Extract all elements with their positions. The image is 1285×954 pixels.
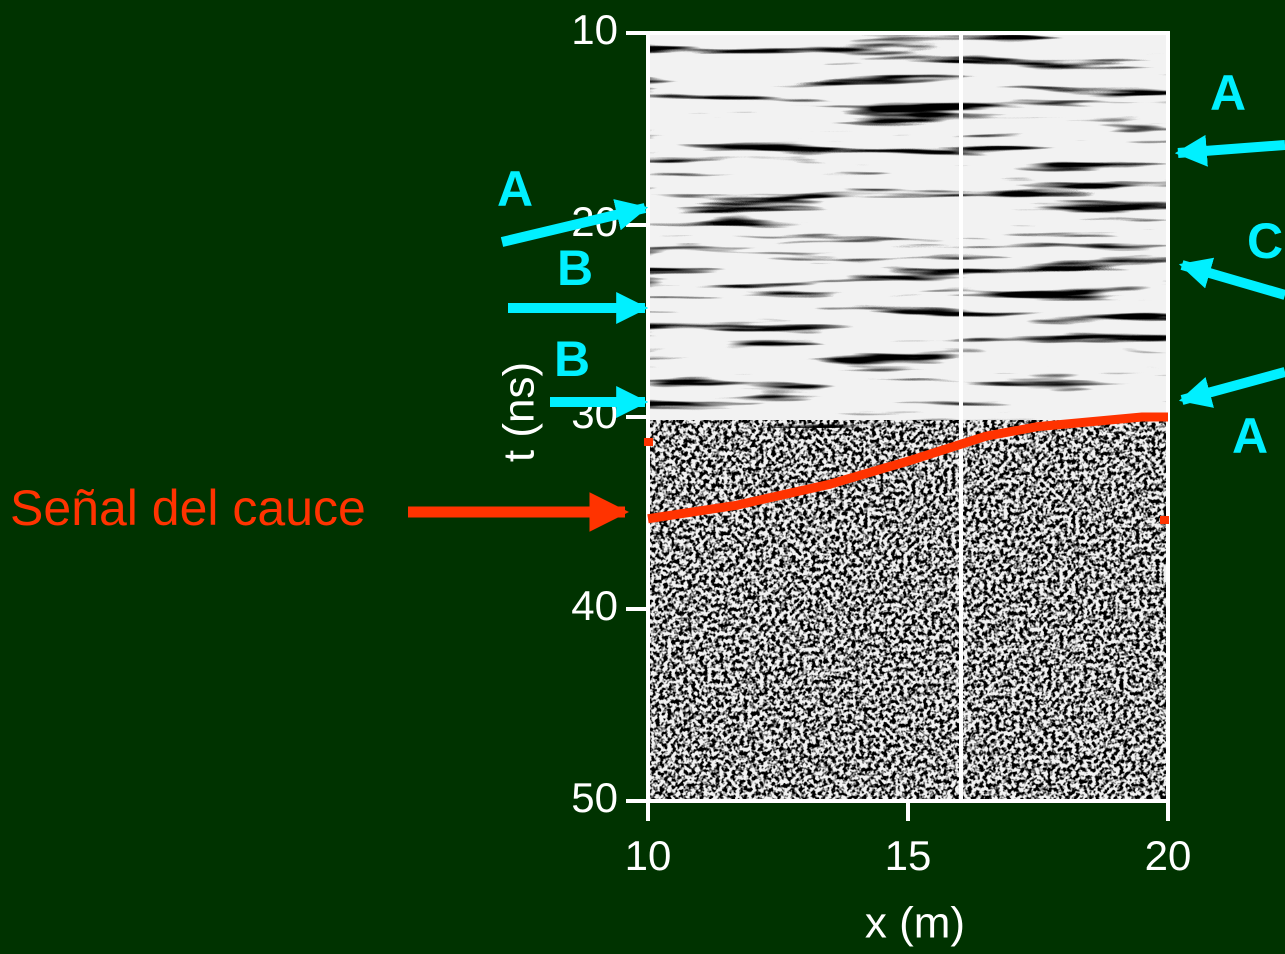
annotation-arrow	[1174, 134, 1285, 167]
y-tick-label: 10	[571, 6, 618, 53]
marker-dot	[1160, 516, 1169, 524]
radargram	[644, 31, 1170, 803]
annotation-label: C	[1247, 213, 1283, 269]
x-tick-label: 20	[1145, 832, 1192, 879]
x-axis-label: x (m)	[865, 899, 965, 948]
marker-dot	[644, 438, 653, 446]
series-label: Señal del cauce	[10, 480, 366, 536]
annotation-arrow	[1178, 367, 1285, 408]
series-line	[647, 412, 1168, 524]
annotation-label: A	[1232, 408, 1268, 464]
y-tick-label: 50	[571, 774, 618, 821]
noise-texture	[648, 420, 1168, 801]
annotation-label: B	[554, 331, 590, 387]
annotation-arrow	[1178, 257, 1285, 300]
y-tick-label: 40	[571, 582, 618, 629]
x-tick-label: 15	[885, 832, 932, 879]
annotation-label: B	[557, 240, 593, 296]
annotation-arrow	[500, 199, 649, 247]
annotation-label: A	[1210, 65, 1246, 121]
x-tick-label: 10	[625, 832, 672, 879]
annotation-label: A	[497, 161, 533, 217]
reflector-bands	[648, 33, 1168, 428]
y-axis-label: t (ns)	[495, 362, 544, 462]
